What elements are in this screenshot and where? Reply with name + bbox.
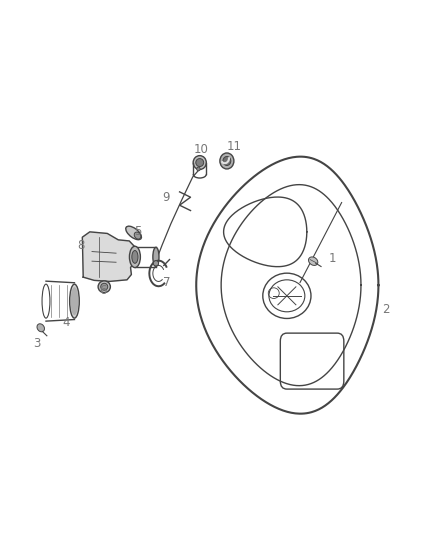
Ellipse shape <box>196 159 204 166</box>
Ellipse shape <box>153 247 159 266</box>
Ellipse shape <box>98 281 110 293</box>
Ellipse shape <box>193 156 206 169</box>
Text: 10: 10 <box>194 143 209 156</box>
Text: 9: 9 <box>162 191 170 204</box>
Ellipse shape <box>197 167 200 171</box>
Text: 7: 7 <box>162 276 170 289</box>
Ellipse shape <box>220 153 234 169</box>
Text: 3: 3 <box>34 337 41 350</box>
Ellipse shape <box>223 157 231 165</box>
Polygon shape <box>82 232 136 281</box>
Ellipse shape <box>37 324 45 332</box>
Ellipse shape <box>71 287 78 315</box>
Ellipse shape <box>126 226 141 240</box>
Ellipse shape <box>130 246 140 268</box>
Text: 8: 8 <box>78 239 85 252</box>
Text: 6: 6 <box>99 284 107 297</box>
Text: 2: 2 <box>381 303 389 316</box>
Text: 1: 1 <box>329 252 337 265</box>
Text: 5: 5 <box>134 225 141 238</box>
Ellipse shape <box>134 232 141 239</box>
Ellipse shape <box>308 257 318 265</box>
Ellipse shape <box>153 261 159 266</box>
Text: 11: 11 <box>227 140 242 153</box>
Text: 4: 4 <box>62 316 70 329</box>
Ellipse shape <box>101 284 108 290</box>
Ellipse shape <box>132 251 138 263</box>
Ellipse shape <box>70 284 79 318</box>
